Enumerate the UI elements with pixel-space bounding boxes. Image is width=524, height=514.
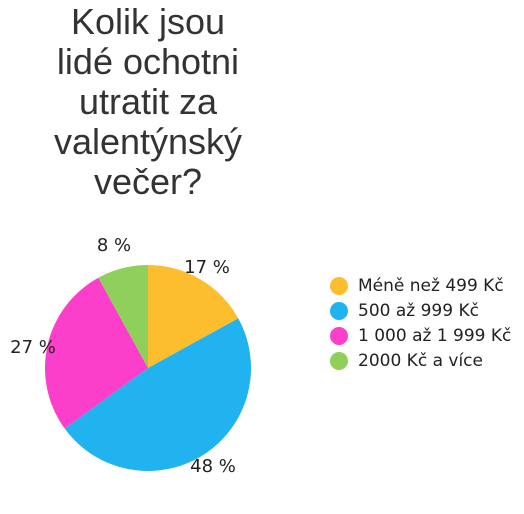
legend-swatch	[330, 326, 348, 345]
pie-value-label-4: 8 %	[97, 235, 131, 256]
legend-item-4: 2000 Kč a více	[330, 348, 511, 373]
legend: Méně než 499 Kč 500 až 999 Kč 1 000 až 1 9…	[330, 273, 511, 373]
legend-label: 1 000 až 1 999 Kč	[358, 325, 512, 346]
pie-slices	[45, 265, 251, 471]
pie-value-label-1: 17 %	[184, 257, 230, 278]
legend-item-3: 1 000 až 1 999 Kč	[330, 323, 511, 348]
legend-label: 500 až 999 Kč	[358, 300, 479, 321]
pie-slice-2	[64, 318, 251, 471]
legend-swatch	[330, 301, 348, 320]
legend-item-2: 500 až 999 Kč	[330, 298, 511, 323]
legend-swatch	[330, 276, 348, 295]
legend-label: 2000 Kč a více	[358, 350, 483, 371]
pie-slice-1	[148, 265, 239, 368]
legend-swatch	[330, 351, 348, 370]
legend-label: Méně než 499 Kč	[358, 275, 504, 296]
pie-slice-4	[98, 265, 148, 368]
pie-value-label-2: 48 %	[190, 456, 236, 477]
pie-slice-3	[45, 277, 148, 429]
legend-item-1: Méně než 499 Kč	[330, 273, 511, 298]
pie-value-label-3: 27 %	[10, 337, 56, 358]
chart-title: Kolik jsou lidé ochotni utratit za valen…	[53, 1, 243, 202]
pie-value-labels: 17 % 48 % 27 % 8 %	[10, 235, 236, 477]
